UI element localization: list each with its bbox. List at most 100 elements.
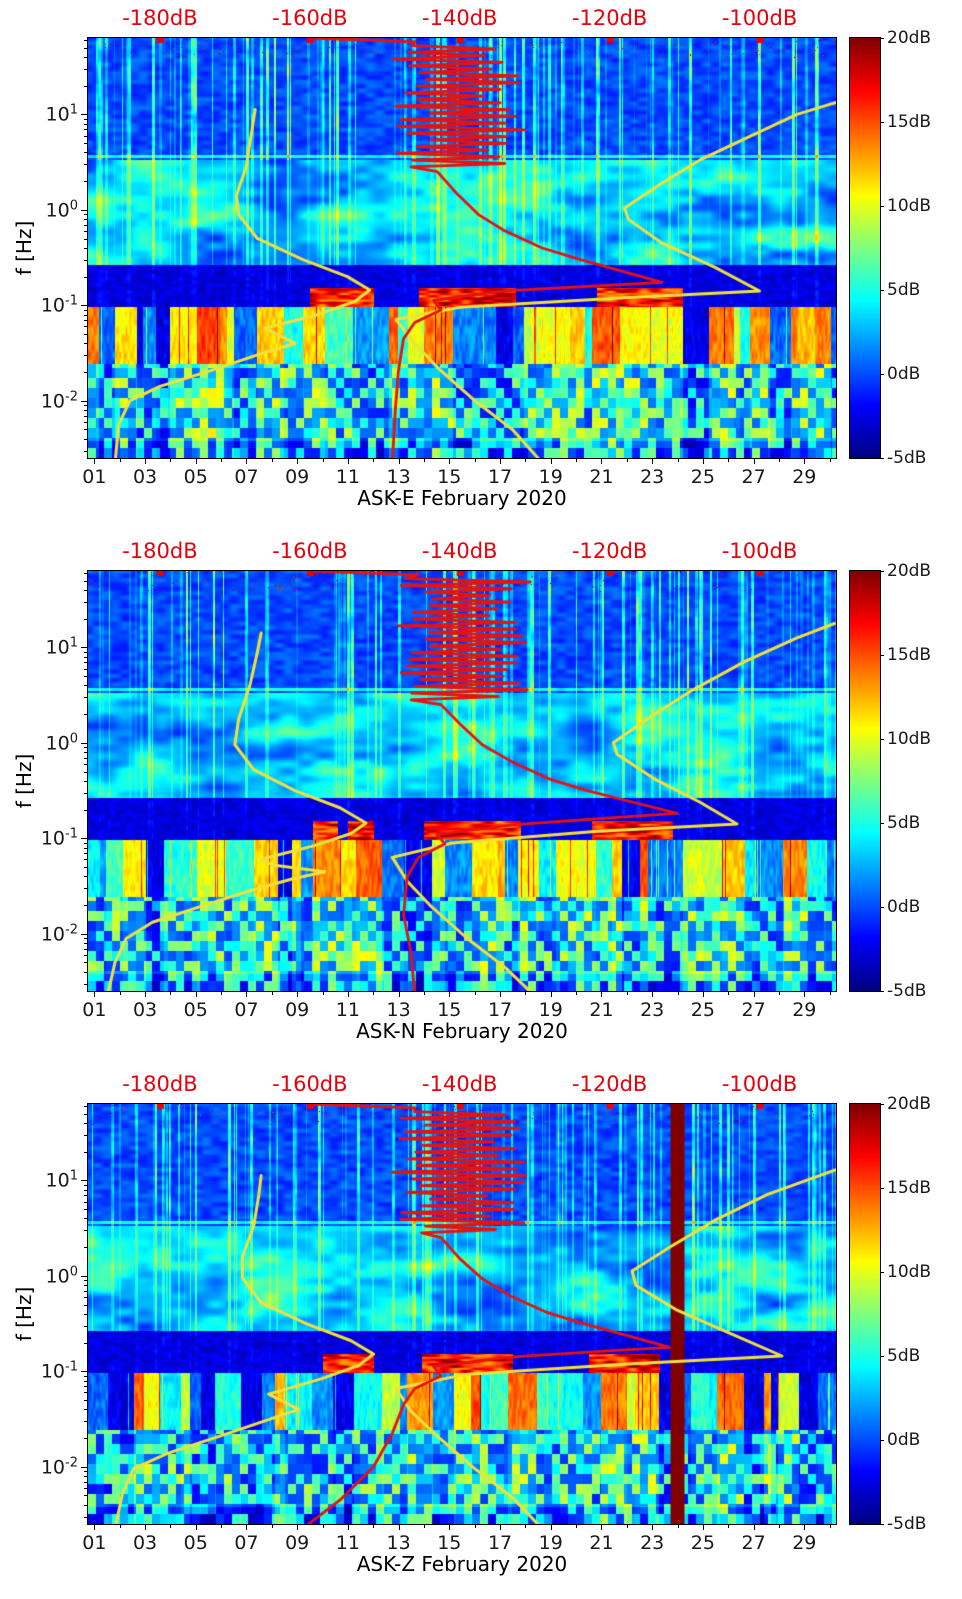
y-minor-tick — [84, 668, 88, 670]
colorbar-tick-mark — [880, 1524, 884, 1525]
x-minor-tick — [525, 459, 527, 462]
x-tick-mark — [702, 992, 704, 997]
x-tick-mark — [652, 459, 654, 464]
x-minor-tick — [221, 459, 223, 462]
x-tick-label: 09 — [285, 1532, 310, 1554]
colorbar-tick-label: -5dB — [887, 981, 927, 1001]
x-tick-label: 27 — [741, 999, 766, 1021]
y-minor-tick — [84, 962, 88, 964]
y-minor-tick — [84, 867, 88, 868]
y-minor-tick — [84, 143, 88, 145]
x-tick-mark — [804, 1525, 806, 1530]
y-minor-tick — [84, 676, 88, 678]
y-tick-label: 100 — [45, 198, 78, 222]
y-minor-tick — [84, 859, 88, 861]
x-minor-tick — [373, 992, 375, 995]
spectrogram-canvas — [87, 1103, 837, 1525]
x-tick-mark — [500, 459, 502, 464]
y-minor-tick — [84, 355, 88, 357]
x-tick-label: 29 — [792, 999, 817, 1021]
y-minor-tick — [84, 343, 88, 345]
x-tick-label: 15 — [437, 999, 462, 1021]
x-minor-tick — [119, 459, 121, 462]
colorbar-canvas — [849, 1103, 881, 1525]
y-minor-tick — [84, 1218, 88, 1220]
x-minor-tick — [221, 1525, 223, 1528]
colorbar-tick-label: 20dB — [887, 28, 932, 48]
y-minor-tick — [84, 68, 88, 70]
x-tick-label: 11 — [335, 999, 360, 1021]
x-tick-label: 15 — [437, 466, 462, 488]
x-minor-tick — [778, 459, 780, 462]
colorbar-canvas — [849, 570, 881, 992]
y-minor-tick — [84, 792, 88, 794]
x-tick-mark — [347, 1525, 349, 1530]
y-minor-tick — [84, 651, 88, 653]
y-tick-mark — [81, 742, 88, 744]
y-minor-tick — [84, 757, 88, 759]
top-axis-db-label: -100dB — [721, 539, 798, 563]
y-minor-tick — [84, 954, 88, 956]
x-tick-mark — [550, 992, 552, 997]
spectrogram-canvas — [87, 570, 837, 992]
colorbar-tick-label: 15dB — [887, 645, 932, 665]
x-tick-mark — [449, 459, 451, 464]
colorbar-tick-mark — [880, 739, 884, 740]
x-minor-tick — [626, 459, 628, 462]
y-minor-tick — [84, 1122, 88, 1124]
x-minor-tick — [728, 1525, 730, 1528]
y-minor-tick — [84, 409, 88, 411]
y-tick-label: 10-1 — [40, 826, 78, 850]
y-minor-tick — [84, 888, 88, 890]
colorbar-tick-label: 5dB — [887, 813, 921, 833]
y-minor-tick — [84, 904, 88, 906]
x-tick-label: 19 — [538, 1532, 563, 1554]
y-minor-tick — [84, 1409, 88, 1411]
colorbar-tick-label: 20dB — [887, 1094, 932, 1114]
x-tick-mark — [500, 1525, 502, 1530]
colorbar-tick-label: 20dB — [887, 561, 932, 581]
x-minor-tick — [271, 459, 273, 462]
y-minor-tick — [84, 1201, 88, 1203]
x-tick-label: 23 — [640, 466, 665, 488]
colorbar-tick-label: 10dB — [887, 196, 932, 216]
y-minor-tick — [84, 983, 88, 985]
y-minor-tick — [84, 1516, 88, 1518]
y-minor-tick — [84, 942, 88, 944]
y-minor-tick — [84, 1113, 88, 1115]
y-axis-label: f [Hz] — [12, 220, 36, 276]
x-tick-label: 25 — [690, 466, 715, 488]
x-tick-label: 11 — [335, 1532, 360, 1554]
y-tick-label: 10-1 — [40, 293, 78, 317]
x-tick-label: 23 — [640, 999, 665, 1021]
colorbar-tick-mark — [880, 823, 884, 824]
colorbar-tick-mark — [880, 1272, 884, 1273]
y-minor-tick — [84, 1189, 88, 1191]
y-minor-tick — [84, 1380, 88, 1382]
y-minor-tick — [84, 1471, 88, 1473]
y-minor-tick — [84, 309, 88, 311]
x-tick-label: 25 — [690, 1532, 715, 1554]
y-minor-tick — [84, 948, 88, 950]
y-minor-tick — [84, 1280, 88, 1282]
y-minor-tick — [84, 181, 88, 183]
y-minor-tick — [84, 135, 88, 137]
x-tick-mark — [601, 1525, 603, 1530]
x-minor-tick — [778, 1525, 780, 1528]
y-minor-tick — [84, 1400, 88, 1401]
y-minor-tick — [84, 1481, 88, 1483]
y-tick-mark — [81, 1466, 88, 1468]
x-minor-tick — [170, 1525, 172, 1528]
x-minor-tick — [170, 459, 172, 462]
y-minor-tick — [84, 429, 88, 431]
x-minor-tick — [728, 459, 730, 462]
colorbar-tick-mark — [880, 374, 884, 375]
y-minor-tick — [84, 714, 88, 716]
x-tick-label: 09 — [285, 466, 310, 488]
x-minor-tick — [423, 1525, 425, 1528]
x-tick-label: 01 — [82, 999, 107, 1021]
y-minor-tick — [84, 752, 88, 754]
x-tick-label: 21 — [589, 999, 614, 1021]
colorbar-tick-mark — [880, 991, 884, 992]
top-axis-db-label: -180dB — [122, 6, 198, 30]
